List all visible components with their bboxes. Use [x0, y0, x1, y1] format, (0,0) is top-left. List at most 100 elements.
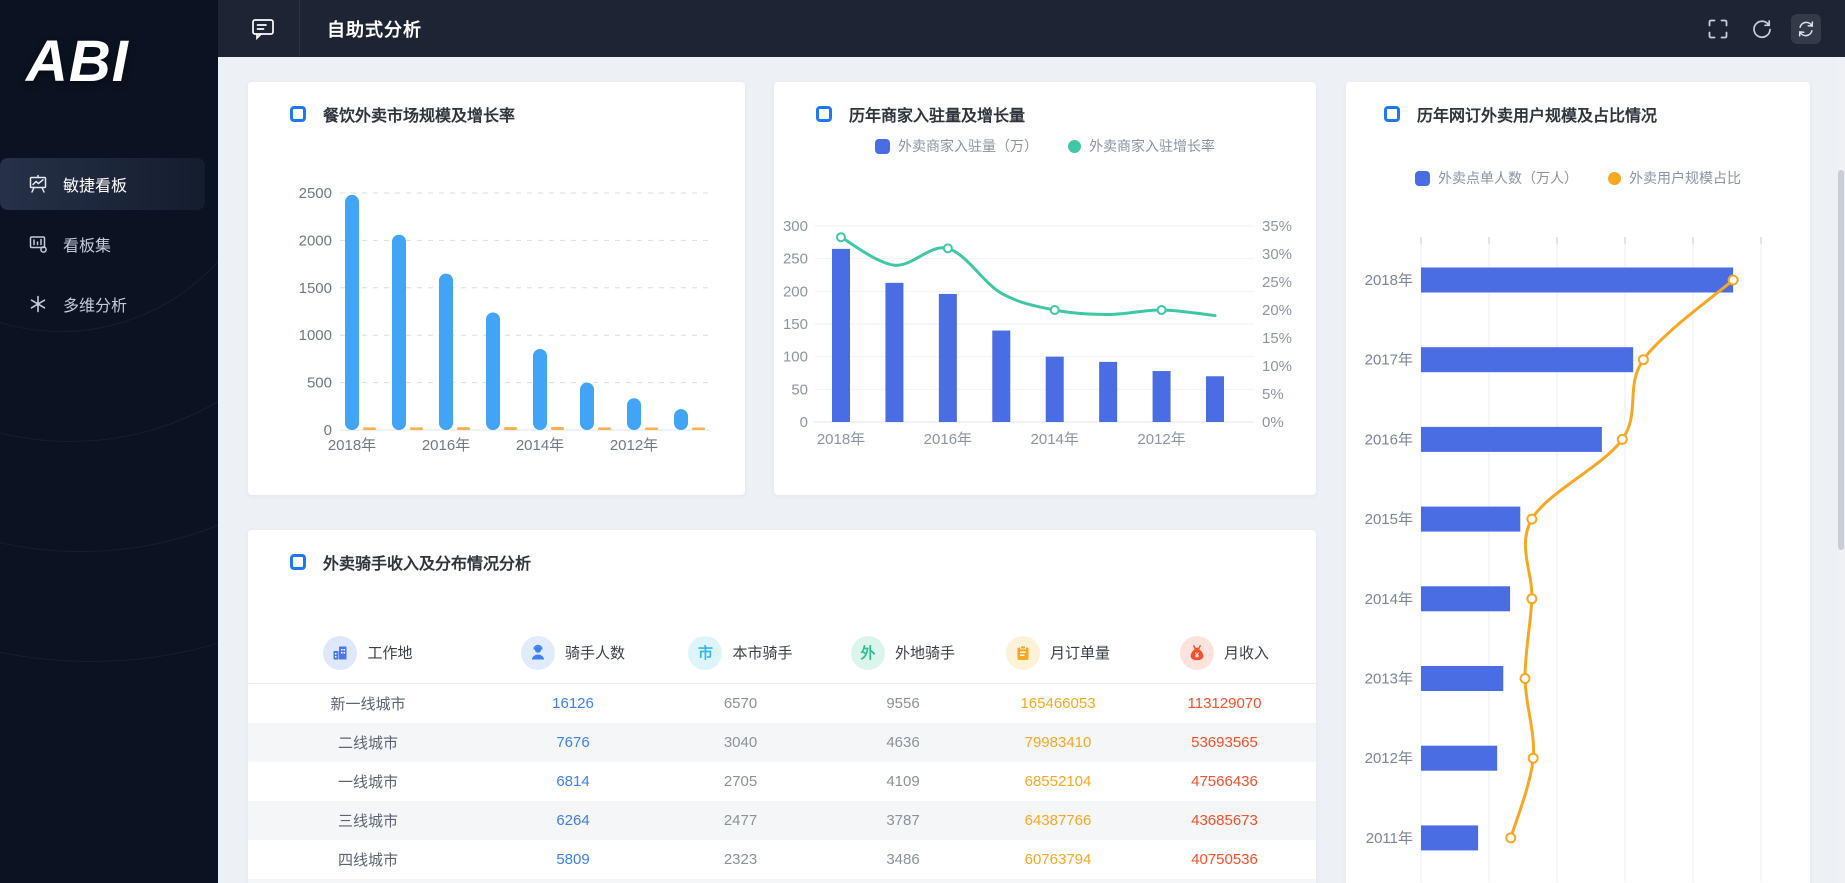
data-point[interactable]	[1505, 832, 1517, 844]
growth-bar[interactable]	[504, 427, 517, 430]
data-point[interactable]	[1616, 433, 1628, 445]
checkbox-icon[interactable]	[290, 106, 306, 122]
legend-item-line[interactable]: 外卖商家入驻增长率	[1068, 136, 1215, 156]
bar[interactable]	[1421, 745, 1498, 771]
table-cell: 新一线城市	[330, 696, 406, 713]
growth-bar[interactable]	[363, 427, 376, 430]
card-title: 历年商家入驻量及增长量	[849, 108, 1026, 125]
refresh-icon[interactable]	[1791, 13, 1821, 44]
table-row[interactable]: 二线城市 7676 3040 4636 79983410 53693565	[248, 723, 1316, 762]
bar[interactable]	[1152, 371, 1171, 422]
bar[interactable]	[392, 234, 406, 430]
bar[interactable]	[1421, 666, 1504, 691]
fullscreen-icon[interactable]	[1703, 14, 1733, 44]
multi-dimension-icon	[28, 294, 48, 314]
bar[interactable]	[486, 312, 500, 430]
data-point[interactable]	[1526, 593, 1538, 605]
card-market-scale: 餐饮外卖市场规模及增长率 0 500 1000 1500 2000 2500 2018年 20…	[248, 82, 745, 495]
table-cell: 43685673	[1191, 812, 1258, 829]
text-icon: 市	[688, 635, 723, 670]
bar[interactable]	[1421, 506, 1521, 532]
table-cell: 4109	[886, 773, 920, 790]
data-point[interactable]	[942, 243, 953, 254]
bar[interactable]	[1099, 361, 1118, 422]
panel-list-icon[interactable]	[251, 18, 275, 40]
y-axis-label: 2016年	[1365, 431, 1413, 448]
data-point[interactable]	[1527, 752, 1539, 764]
x-axis-label: 2014年	[516, 437, 564, 454]
scrollbar-thumb[interactable]	[1838, 170, 1844, 550]
bar[interactable]	[580, 382, 594, 430]
bar[interactable]	[1421, 426, 1602, 452]
bar[interactable]	[832, 248, 850, 422]
sidebar-item-board-collection[interactable]: 看板集	[0, 218, 205, 270]
bar[interactable]	[674, 409, 688, 430]
bar[interactable]	[627, 398, 641, 430]
column-header-label: 骑手人数	[564, 645, 625, 662]
table-row[interactable]: 新一线城市 16126 6570 9556 165466053 113129070	[248, 684, 1316, 723]
y-axis-left-label: 150	[783, 316, 808, 333]
table-cell: 三线城市	[337, 813, 398, 830]
checkbox-icon[interactable]	[290, 554, 306, 570]
page-scrollbar[interactable]	[1837, 57, 1845, 883]
y-axis-label: 2500	[299, 185, 332, 202]
legend-item-bar[interactable]: 外卖点单人数（万人）	[1415, 168, 1578, 188]
checkbox-icon[interactable]	[1384, 106, 1400, 122]
trend-line[interactable]	[839, 235, 1217, 318]
table-row[interactable]: 一线城市 6814 2705 4109 68552104 47566436	[248, 762, 1316, 801]
table-cell: 四线城市	[337, 852, 398, 869]
growth-bar[interactable]	[645, 427, 658, 431]
bar[interactable]	[345, 194, 359, 430]
bar[interactable]	[1421, 347, 1634, 373]
y-axis-left-label: 100	[783, 349, 808, 366]
bar[interactable]	[1421, 825, 1479, 851]
table-cell: 二线城市	[337, 735, 398, 752]
growth-bar[interactable]	[551, 426, 564, 430]
legend-item-bar[interactable]: 外卖商家入驻量（万）	[875, 136, 1038, 156]
bar[interactable]	[1045, 356, 1064, 422]
card-title-row: 历年商家入驻量及增长量	[816, 102, 1025, 126]
legend-item-line[interactable]: 外卖用户规模占比	[1608, 168, 1741, 188]
table-cell: 64387766	[1024, 812, 1092, 829]
y-axis-label: 1500	[299, 280, 332, 297]
bar[interactable]	[1206, 376, 1225, 422]
column-header-label: 本市骑手	[732, 645, 793, 662]
bar[interactable]	[992, 330, 1011, 422]
growth-bar[interactable]	[692, 427, 705, 431]
table-row[interactable]: 四线城市 5809 2323 3486 60763794 40750536	[248, 840, 1316, 879]
growth-bar[interactable]	[598, 427, 611, 430]
legend-label: 外卖点单人数（万人）	[1438, 170, 1578, 186]
card-title: 历年网订外卖用户规模及占比情况	[1417, 108, 1658, 125]
y-axis-left-label: 300	[783, 218, 808, 235]
data-point[interactable]	[1049, 305, 1060, 315]
table-body: 新一线城市 16126 6570 9556 165466053 113129070 二线城市…	[248, 684, 1316, 883]
y-axis-right-label: 10%	[1262, 358, 1292, 375]
growth-bar[interactable]	[410, 427, 423, 430]
x-axis-label: 2016年	[924, 431, 972, 448]
bar[interactable]	[1421, 267, 1734, 293]
y-axis-label: 2012年	[1365, 750, 1413, 767]
bar[interactable]	[439, 273, 453, 430]
data-point[interactable]	[1526, 513, 1538, 525]
growth-bar[interactable]	[457, 427, 470, 430]
data-point[interactable]	[1637, 354, 1649, 366]
legend-swatch-circle	[1608, 171, 1621, 185]
sidebar-item-agile-board[interactable]: 敏捷看板	[0, 158, 205, 210]
data-point[interactable]	[1727, 274, 1739, 286]
bar[interactable]	[938, 293, 957, 422]
data-point[interactable]	[836, 232, 846, 243]
undo-icon[interactable]	[1747, 14, 1777, 44]
bar[interactable]	[885, 282, 904, 422]
bar[interactable]	[533, 348, 547, 430]
data-point[interactable]	[1156, 305, 1167, 315]
checkbox-icon[interactable]	[816, 106, 832, 122]
bar[interactable]	[1421, 586, 1511, 612]
data-point[interactable]	[1519, 673, 1531, 684]
table-cell: 9556	[886, 695, 920, 712]
legend-label: 外卖商家入驻量（万）	[898, 138, 1038, 154]
x-axis-label: 2012年	[610, 437, 658, 454]
table-cell: 2323	[723, 851, 758, 868]
sidebar-item-multi-dimension[interactable]: 多维分析	[0, 278, 205, 330]
table-row[interactable]: 三线城市 6264 2477 3787 64387766 43685673	[248, 801, 1316, 840]
